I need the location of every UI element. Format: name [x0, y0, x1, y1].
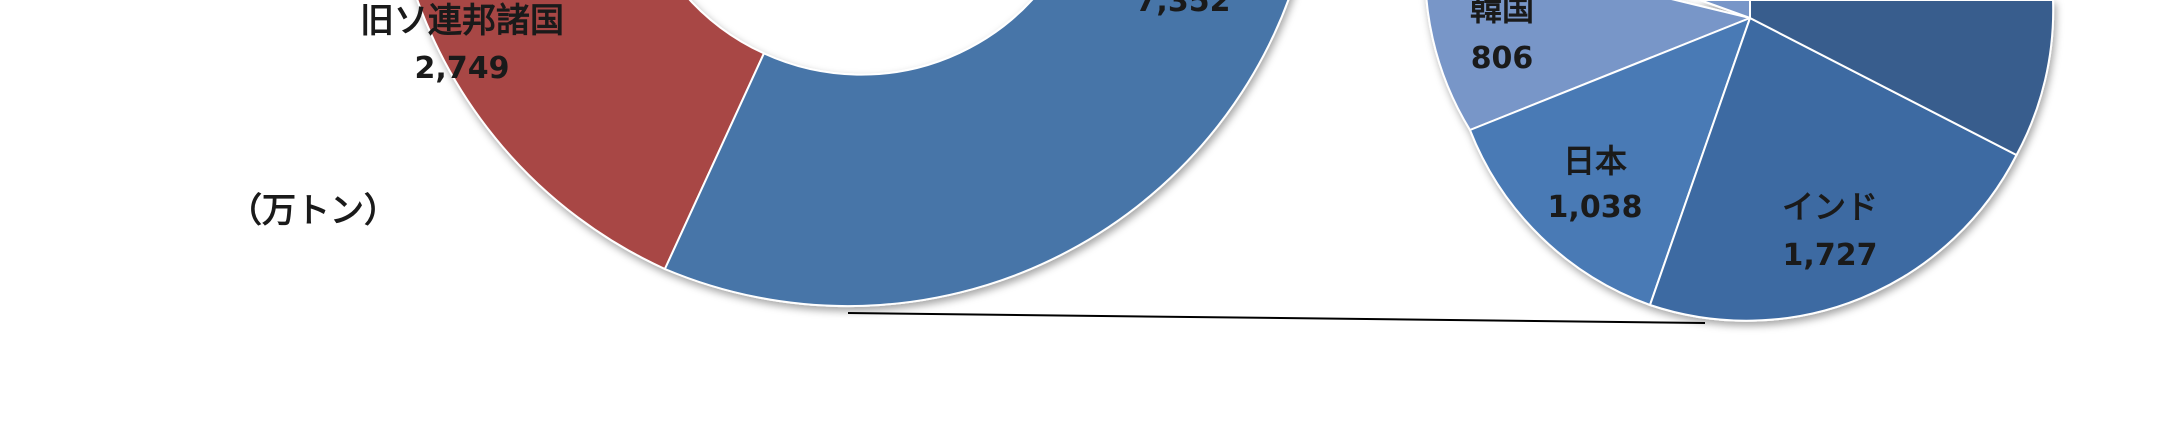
- label-india: インド: [1782, 188, 1878, 226]
- unit-label: （万トン）: [228, 183, 398, 232]
- value-korea: 806: [1471, 41, 1534, 76]
- value-main: 7,352: [1136, 0, 1231, 19]
- value-former-ussr: 2,749: [415, 51, 510, 86]
- label-former-ussr: 旧ソ連邦諸国: [360, 1, 564, 41]
- value-india: 1,727: [1783, 238, 1878, 273]
- donut-slice-main: [665, 0, 1313, 306]
- value-japan: 1,038: [1548, 190, 1643, 225]
- connector-line: [848, 313, 1705, 323]
- label-korea: 韓国: [1470, 0, 1534, 28]
- label-japan: 日本: [1563, 142, 1627, 180]
- donut-chart: [407, 0, 1313, 306]
